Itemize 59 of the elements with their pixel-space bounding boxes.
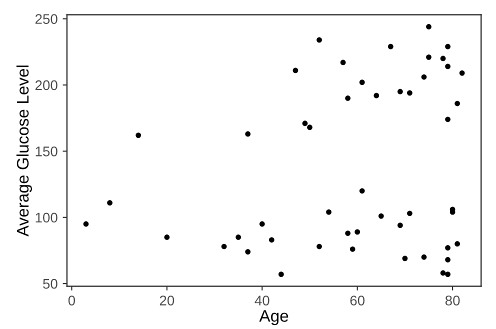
point xyxy=(445,64,450,70)
point xyxy=(407,90,412,96)
point xyxy=(345,230,351,236)
point xyxy=(354,229,360,235)
point xyxy=(402,256,408,262)
point xyxy=(236,234,242,240)
point xyxy=(221,244,227,250)
point xyxy=(421,74,427,80)
point xyxy=(407,210,412,216)
point xyxy=(440,56,446,62)
point xyxy=(359,80,365,86)
point xyxy=(388,44,394,50)
point xyxy=(454,241,460,247)
point xyxy=(421,254,427,260)
y-tick-label: 50 xyxy=(43,278,58,289)
point xyxy=(307,124,312,130)
point xyxy=(440,270,446,276)
point xyxy=(350,246,356,252)
point xyxy=(426,54,432,60)
point xyxy=(445,116,450,122)
y-tick-label: 100 xyxy=(36,212,58,223)
point xyxy=(278,272,284,278)
x-tick-label: 80 xyxy=(445,296,460,306)
y-tick-label: 250 xyxy=(35,14,58,24)
point xyxy=(268,237,274,243)
point xyxy=(340,60,346,66)
x-tick-label: 0 xyxy=(68,296,76,306)
y-axis-title: Average Glucose Level xyxy=(16,66,32,236)
point xyxy=(245,131,251,137)
point xyxy=(398,88,403,94)
point xyxy=(326,209,332,215)
point xyxy=(445,257,450,262)
point xyxy=(316,244,322,250)
point xyxy=(359,188,365,194)
x-tick-label: 40 xyxy=(254,296,270,306)
point xyxy=(245,249,251,254)
point xyxy=(107,200,112,206)
point xyxy=(445,44,450,50)
x-tick-label: 60 xyxy=(350,296,365,306)
x-tick-label: 20 xyxy=(160,296,174,306)
point xyxy=(302,120,308,126)
point xyxy=(459,70,465,76)
point xyxy=(164,234,170,240)
point xyxy=(83,221,89,227)
point xyxy=(316,37,322,43)
point xyxy=(445,245,450,251)
x-axis-title: Age xyxy=(259,310,288,326)
point xyxy=(454,100,460,106)
y-tick-label: 150 xyxy=(36,146,58,156)
point xyxy=(426,24,432,30)
y-tick-label: 200 xyxy=(35,80,58,90)
point xyxy=(292,68,298,74)
point xyxy=(445,272,450,278)
point xyxy=(345,96,351,101)
point xyxy=(378,213,384,219)
point xyxy=(136,132,142,138)
point xyxy=(398,222,403,228)
point xyxy=(259,221,265,227)
point xyxy=(374,92,380,98)
